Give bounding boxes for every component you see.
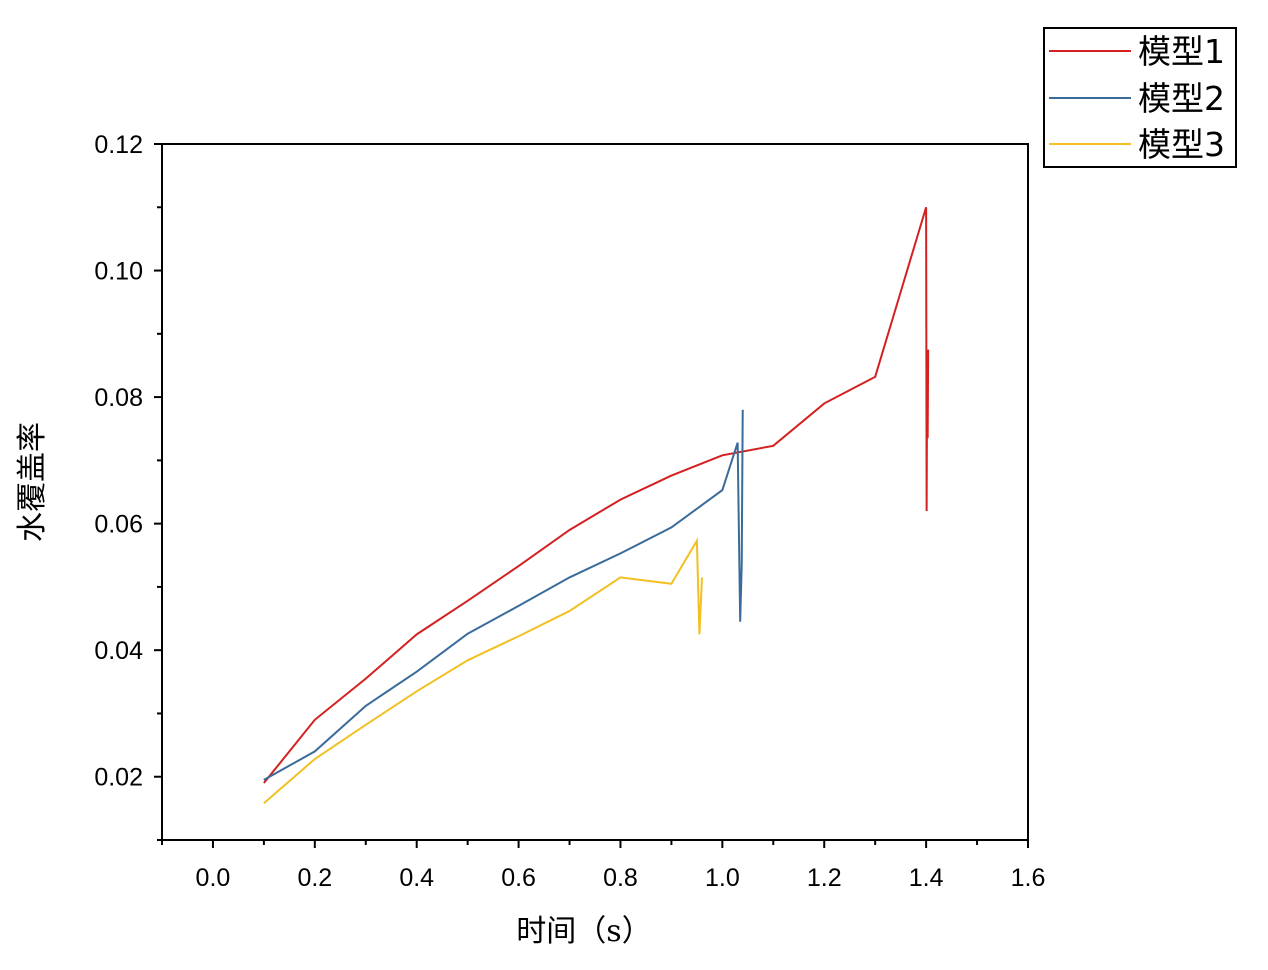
- x-axis-title: 时间（s）: [516, 914, 651, 949]
- x-tick-label: 0.2: [297, 864, 332, 892]
- series-line-model-2: [263, 409, 744, 781]
- y-axis-title: 水覆盖率: [15, 422, 50, 542]
- x-tick-label: 1.6: [1011, 864, 1046, 892]
- y-tick-label: 0.04: [94, 637, 143, 665]
- x-tick-label: 1.2: [807, 864, 842, 892]
- legend: 模型1 模型2 模型3: [1043, 27, 1237, 168]
- series-layer: [263, 206, 930, 805]
- x-tick-label: 1.0: [705, 864, 740, 892]
- legend-label-model-1: 模型1: [1138, 32, 1225, 71]
- y-tick-label: 0.02: [94, 764, 143, 792]
- legend-label-model-3: 模型3: [1138, 125, 1225, 164]
- series-line-model-1: [263, 206, 930, 784]
- x-tick-label: 0.8: [603, 864, 638, 892]
- y-tick-label: 0.12: [94, 131, 143, 159]
- x-tick-label: 1.4: [909, 864, 944, 892]
- x-tick-label: 0.0: [196, 864, 231, 892]
- y-tick-label: 0.08: [94, 384, 143, 412]
- axis-layer: 0.0 0.2 0.4 0.6 0.8 1.0 1.2 1.4 1.6 0.02 0.04 0.06 0…: [94, 131, 1045, 892]
- y-tick-label: 0.06: [94, 511, 143, 539]
- y-tick-label: 0.10: [94, 258, 143, 286]
- x-tick-label: 0.6: [501, 864, 536, 892]
- legend-label-model-2: 模型2: [1138, 79, 1225, 118]
- plot-frame: [161, 143, 1029, 841]
- series-line-model-3: [263, 537, 703, 805]
- x-tick-label: 0.4: [399, 864, 434, 892]
